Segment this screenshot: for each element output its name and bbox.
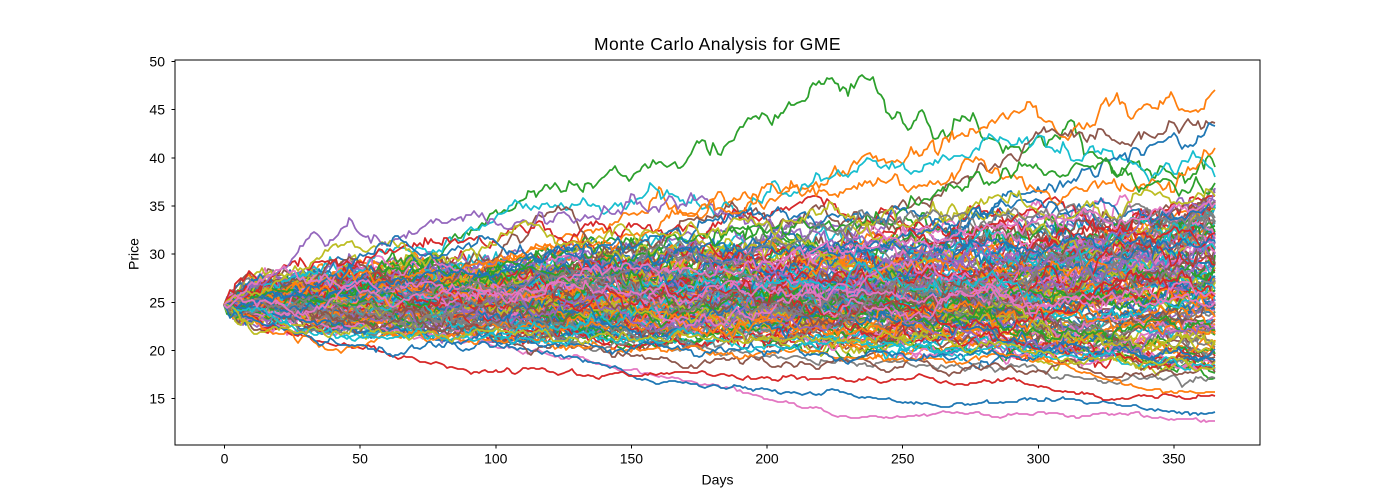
svg-text:200: 200: [755, 451, 779, 467]
svg-text:350: 350: [1162, 451, 1186, 467]
svg-text:25: 25: [149, 294, 165, 310]
svg-text:20: 20: [149, 343, 165, 359]
svg-text:30: 30: [149, 246, 165, 262]
svg-text:Days: Days: [702, 472, 734, 488]
svg-text:50: 50: [352, 451, 368, 467]
svg-text:0: 0: [221, 451, 229, 467]
svg-text:100: 100: [484, 451, 508, 467]
svg-text:150: 150: [620, 451, 644, 467]
svg-text:Monte Carlo Analysis for GME: Monte Carlo Analysis for GME: [594, 34, 841, 54]
svg-text:250: 250: [891, 451, 915, 467]
svg-text:300: 300: [1027, 451, 1051, 467]
svg-text:45: 45: [149, 102, 165, 118]
svg-text:15: 15: [149, 391, 165, 407]
svg-text:35: 35: [149, 198, 165, 214]
svg-text:50: 50: [149, 54, 165, 70]
svg-text:40: 40: [149, 150, 165, 166]
svg-text:Price: Price: [126, 238, 142, 270]
